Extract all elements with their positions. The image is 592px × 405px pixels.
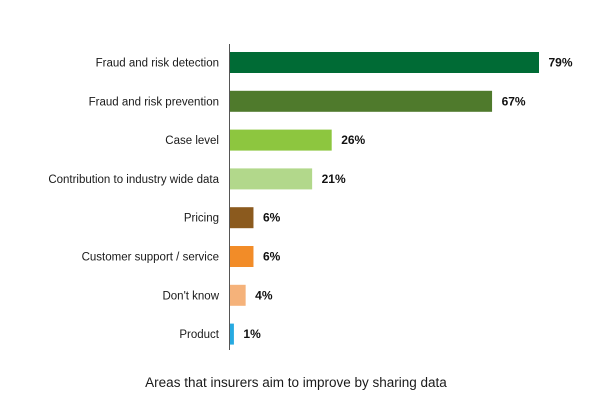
bar-5: [230, 207, 254, 229]
value-label: 4%: [255, 288, 273, 302]
bar-4: [230, 168, 313, 190]
value-label: 79%: [549, 56, 573, 70]
category-label: Don't know: [162, 290, 219, 302]
category-label: Fraud and risk prevention: [89, 96, 219, 108]
chart-caption: Areas that insurers aim to improve by sh…: [145, 375, 447, 390]
bar-6: [230, 246, 254, 267]
value-label: 26%: [341, 133, 365, 147]
category-labels: Fraud and risk detection Fraud and risk p…: [48, 58, 219, 342]
value-label: 6%: [263, 250, 281, 264]
category-label: Customer support / service: [82, 252, 219, 264]
category-label: Pricing: [184, 213, 219, 225]
category-label: Fraud and risk detection: [96, 58, 219, 70]
value-label: 67%: [502, 94, 526, 108]
bar-group: [230, 52, 539, 345]
category-label: Case level: [165, 135, 219, 147]
value-labels: 79% 67% 26% 21% 6% 6% 4% 1%: [243, 56, 572, 342]
category-label: Product: [179, 329, 219, 341]
bar-2: [230, 90, 493, 112]
value-label: 6%: [263, 211, 281, 225]
bar-3: [230, 129, 332, 151]
value-label: 1%: [243, 327, 261, 341]
value-label: 21%: [322, 172, 346, 186]
bar-8: [230, 323, 234, 345]
bar-7: [230, 284, 246, 306]
category-label: Contribution to industry wide data: [48, 174, 219, 186]
bar-1: [230, 52, 539, 73]
